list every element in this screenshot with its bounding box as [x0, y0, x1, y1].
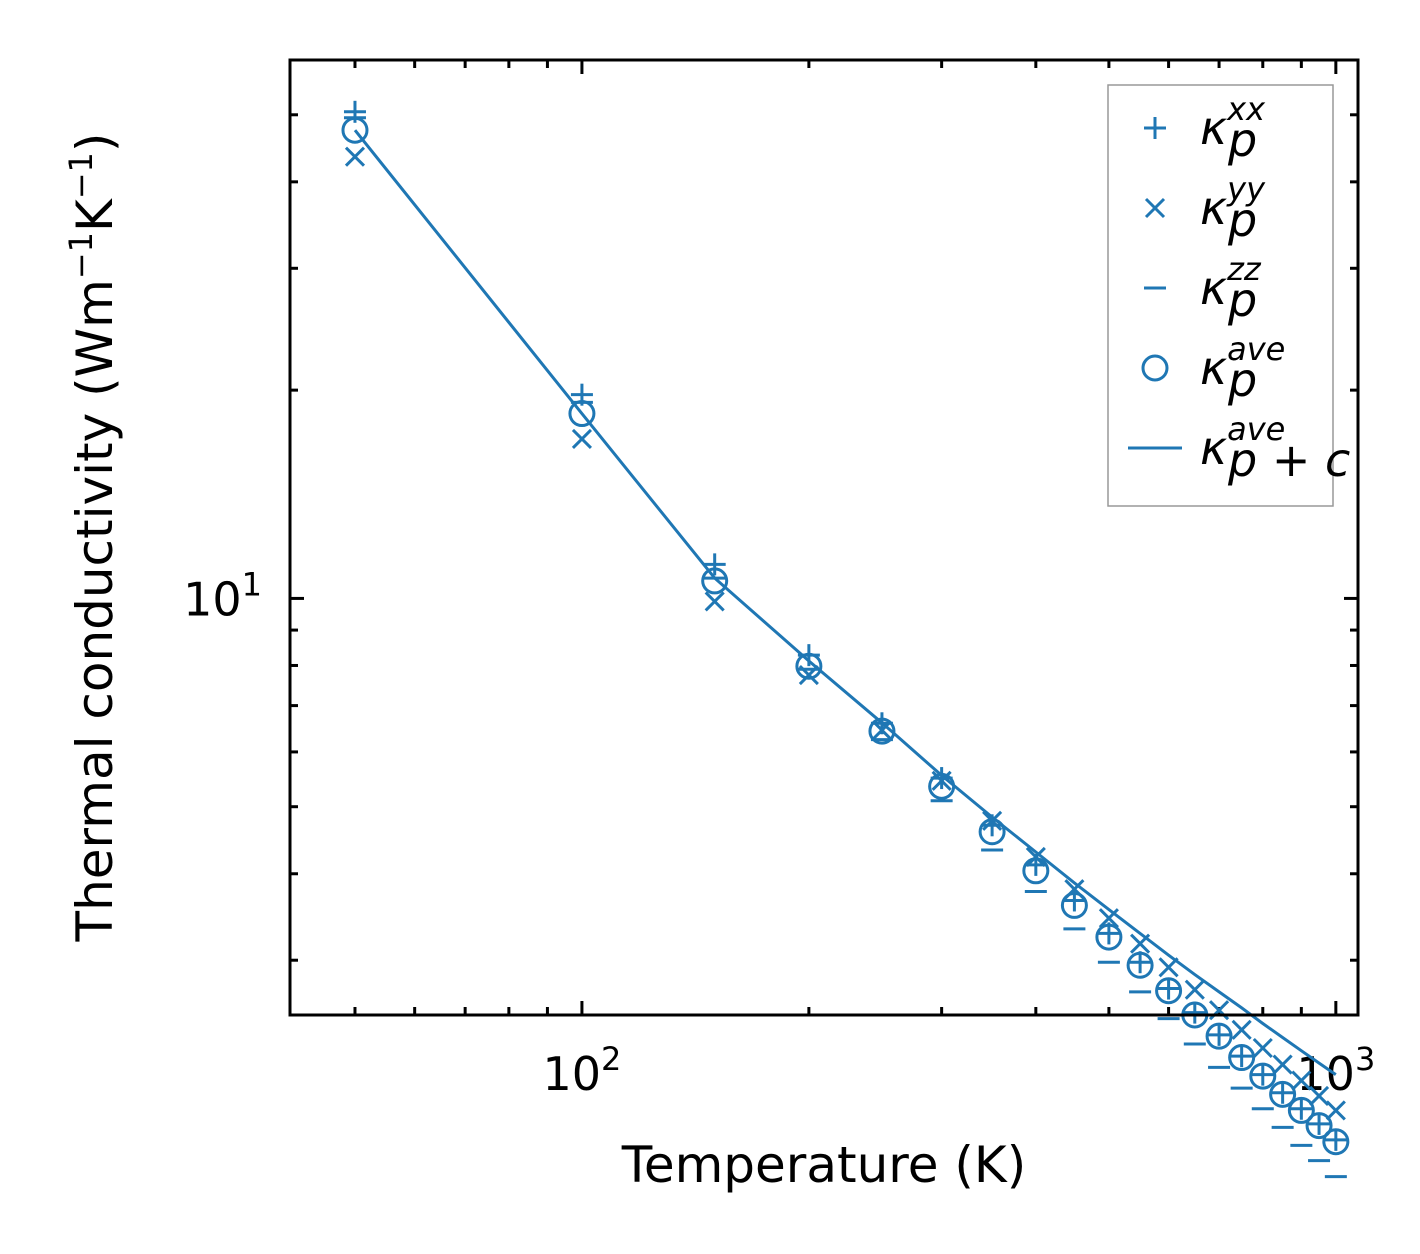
data-point-kappa_p_xx — [1271, 1081, 1294, 1104]
data-point-kappa_p_yy — [1252, 1037, 1273, 1059]
legend-box — [1107, 84, 1334, 507]
data-point-kappa_p_yy — [1130, 933, 1151, 954]
data-point-kappa_p_xx — [1183, 1001, 1206, 1024]
data-point-kappa_p_yy — [871, 720, 893, 741]
y-axis-title-end: ) — [66, 133, 124, 153]
data-point-kappa_p_ave — [795, 652, 823, 680]
legend-label-subscript: p — [1227, 353, 1257, 407]
legend-label-subscript: p — [1227, 273, 1257, 327]
data-point-kappa_p_xx — [703, 553, 726, 576]
y-axis-title-main: Thermal conductivity (Wm — [66, 279, 124, 942]
legend-label-subscript: p — [1227, 113, 1257, 167]
data-point-kappa_p_yy — [1098, 908, 1119, 929]
data-point-kappa_p_yy — [1158, 957, 1179, 978]
data-point-kappa_p_xx — [1290, 1097, 1313, 1120]
data-point-kappa_p_xx — [1230, 1045, 1253, 1068]
data-point-kappa_p_yy — [704, 591, 725, 612]
data-point-kappa_p_yy — [1231, 1019, 1252, 1040]
data-point-kappa_p_yy — [1325, 1100, 1346, 1121]
legend-marker-x — [1144, 197, 1166, 219]
data-point-kappa_p_ave — [1205, 1022, 1233, 1050]
legend-marker-circle — [1141, 354, 1169, 382]
y-axis-title-sup1: −1 — [62, 232, 100, 279]
data-point-kappa_p_ave — [978, 818, 1006, 846]
data-point-kappa_p_yy — [1025, 846, 1046, 868]
data-point-kappa_p_ave — [1155, 977, 1183, 1005]
legend-marker-plus — [1144, 117, 1166, 139]
data-point-kappa_p_ave — [1249, 1062, 1277, 1090]
data-point-kappa_p_yy — [1291, 1070, 1312, 1091]
y-axis-title-mid: K — [66, 198, 124, 232]
data-point-kappa_p_xx — [981, 814, 1004, 837]
data-point-kappa_p_ave — [341, 116, 369, 144]
legend-label: κzz — [1200, 250, 1262, 315]
data-point-kappa_p_xx — [1129, 951, 1152, 974]
legend-label: κyy — [1200, 170, 1266, 235]
x-axis-title: Temperature (K) — [621, 1136, 1026, 1194]
y-axis-title-sup2: −1 — [62, 152, 100, 199]
data-point-kappa_p_xx — [1251, 1063, 1274, 1086]
data-point-kappa_p_yy — [1308, 1085, 1330, 1106]
data-point-kappa_p_ave — [701, 567, 729, 595]
data-point-kappa_p_ave — [1060, 891, 1088, 919]
data-point-kappa_p_xx — [1324, 1128, 1347, 1151]
legend-label: κave — [1200, 410, 1285, 475]
plot-frame — [288, 58, 1360, 1017]
legend-label-subscript: p + c — [1227, 433, 1350, 487]
data-point-kappa_p_ave — [568, 400, 596, 428]
x-tick-label: 102 — [542, 1040, 621, 1101]
plot-area-data — [341, 100, 1350, 1179]
data-point-kappa_p_ave — [868, 717, 896, 745]
data-point-kappa_p_xx — [1157, 977, 1180, 1000]
x-tick-label: 103 — [1296, 1040, 1375, 1101]
legend-label: κxx — [1200, 90, 1266, 155]
data-point-kappa_p_ave — [1322, 1128, 1350, 1156]
data-point-kappa_p_ave — [1126, 951, 1154, 979]
data-point-kappa_p_yy — [1184, 979, 1205, 1000]
data-point-kappa_p_ave — [1022, 857, 1050, 885]
legend-label: κave — [1200, 330, 1285, 395]
axis-tick-labels: 102 103 101 — [183, 565, 1375, 1101]
data-point-kappa_p_ave — [1305, 1112, 1333, 1140]
data-point-kappa_p_ave — [1095, 923, 1123, 951]
data-point-kappa_p_xx — [1208, 1023, 1231, 1046]
data-point-kappa_p_ave — [928, 772, 956, 800]
data-point-kappa_p_yy — [344, 146, 366, 167]
data-point-kappa_p_xx — [1308, 1112, 1331, 1135]
data-point-kappa_p_yy — [571, 428, 592, 450]
y-tick-label: 101 — [183, 565, 262, 626]
data-point-kappa_p_yy — [1272, 1054, 1293, 1075]
y-axis-title: Thermal conductivity (Wm−1K−1) — [62, 133, 124, 943]
data-point-kappa_p_ave — [1287, 1096, 1315, 1124]
legend-label-subscript: p — [1227, 193, 1257, 247]
data-point-kappa_p_ave — [1228, 1044, 1256, 1072]
data-point-kappa_p_ave — [1269, 1080, 1297, 1108]
